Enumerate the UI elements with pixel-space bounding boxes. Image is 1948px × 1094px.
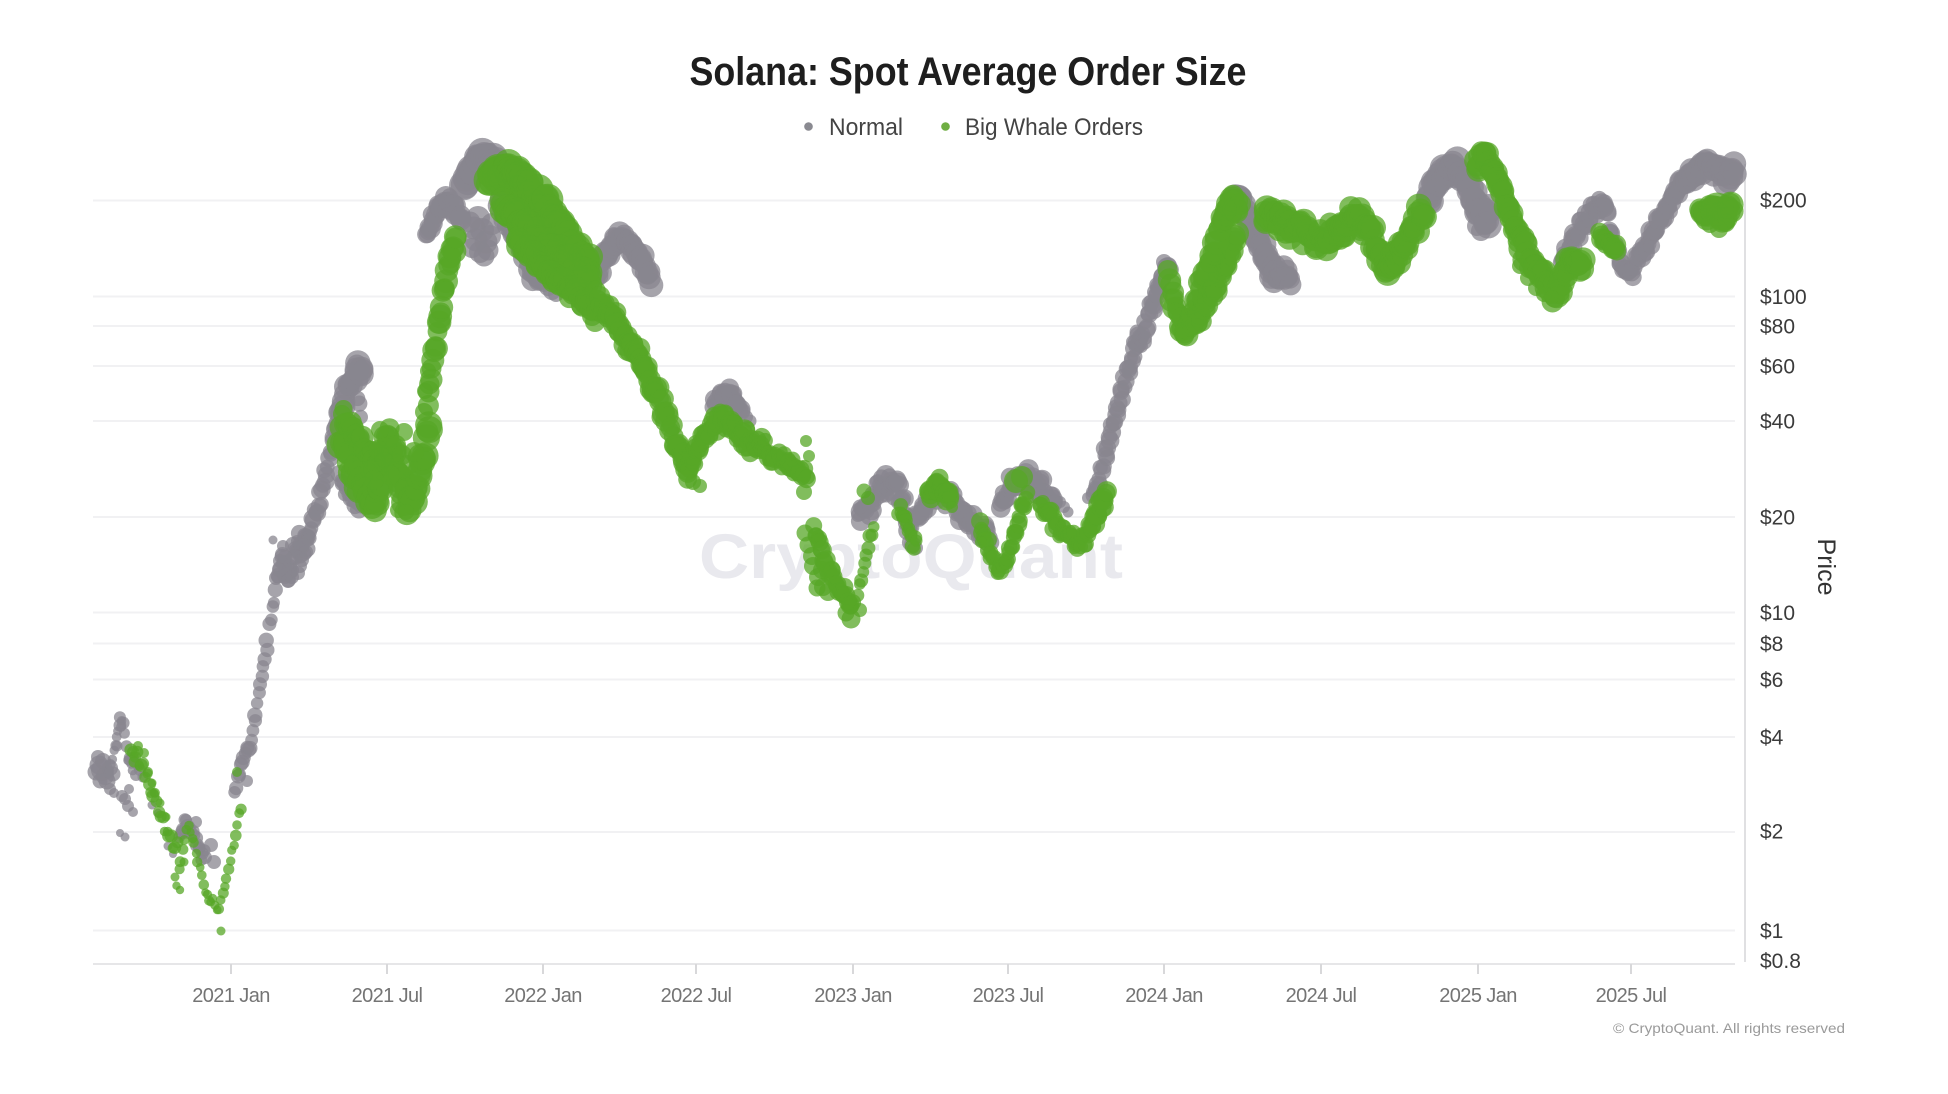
svg-text:$40: $40 (1760, 411, 1795, 434)
svg-text:2024 Jul: 2024 Jul (1286, 985, 1357, 1007)
svg-text:$6: $6 (1760, 669, 1783, 692)
svg-text:Big Whale Orders: Big Whale Orders (965, 114, 1143, 141)
svg-text:2025 Jan: 2025 Jan (1439, 985, 1517, 1007)
svg-text:$10: $10 (1760, 602, 1795, 625)
svg-text:$80: $80 (1760, 316, 1795, 339)
svg-text:$200: $200 (1760, 190, 1807, 213)
svg-text:Normal: Normal (829, 114, 903, 141)
svg-text:2023 Jul: 2023 Jul (973, 985, 1044, 1007)
svg-text:2021 Jan: 2021 Jan (192, 985, 270, 1007)
svg-text:2022 Jul: 2022 Jul (661, 985, 732, 1007)
svg-text:2021 Jul: 2021 Jul (352, 985, 423, 1007)
svg-text:2025 Jul: 2025 Jul (1596, 985, 1667, 1007)
svg-text:$8: $8 (1760, 633, 1783, 656)
svg-text:$1: $1 (1760, 920, 1783, 943)
svg-text:$4: $4 (1760, 727, 1784, 750)
svg-text:Solana: Spot Average Order Siz: Solana: Spot Average Order Size (690, 50, 1247, 94)
svg-text:© CryptoQuant. All rights rese: © CryptoQuant. All rights reserved (1613, 1020, 1845, 1036)
svg-text:$0.8: $0.8 (1760, 950, 1801, 973)
svg-text:$100: $100 (1760, 286, 1807, 309)
svg-text:$20: $20 (1760, 507, 1795, 530)
svg-text:2024 Jan: 2024 Jan (1125, 985, 1203, 1007)
svg-text:2022 Jan: 2022 Jan (504, 985, 582, 1007)
svg-text:$60: $60 (1760, 356, 1795, 379)
svg-text:$2: $2 (1760, 821, 1783, 844)
svg-text:Price: Price (1812, 539, 1840, 596)
svg-text:2023 Jan: 2023 Jan (814, 985, 892, 1007)
